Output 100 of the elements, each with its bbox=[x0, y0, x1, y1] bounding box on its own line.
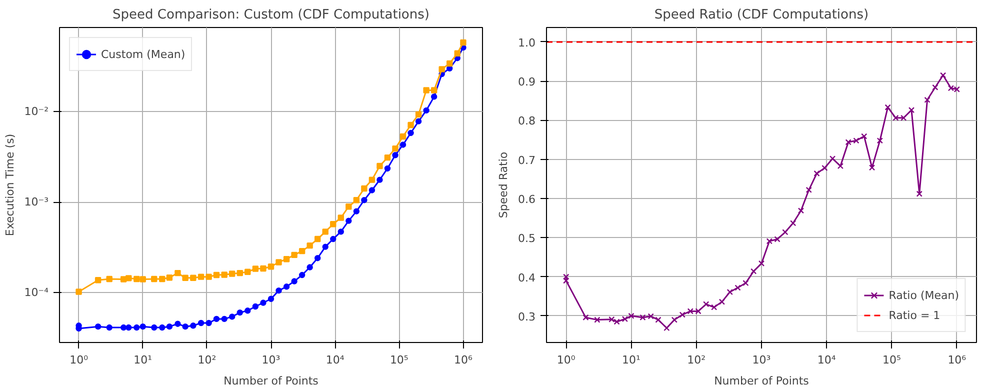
point bbox=[291, 252, 298, 258]
point bbox=[268, 264, 274, 270]
point bbox=[376, 162, 383, 170]
chart-title: Speed Ratio (CDF Computations) bbox=[654, 8, 869, 22]
point bbox=[338, 228, 344, 235]
point bbox=[924, 96, 930, 103]
point bbox=[908, 106, 915, 114]
point bbox=[861, 133, 868, 140]
point bbox=[454, 50, 460, 56]
point bbox=[198, 274, 204, 280]
point bbox=[400, 142, 406, 148]
point bbox=[940, 72, 946, 78]
point bbox=[876, 138, 883, 144]
point bbox=[408, 122, 414, 128]
point bbox=[430, 87, 438, 94]
point bbox=[151, 276, 158, 282]
point bbox=[298, 272, 306, 278]
point bbox=[415, 111, 422, 118]
point bbox=[392, 152, 398, 158]
point bbox=[392, 145, 398, 152]
point bbox=[423, 107, 430, 114]
point bbox=[174, 270, 181, 276]
y-tick-label: 10⁻² bbox=[24, 105, 49, 118]
point bbox=[276, 259, 282, 266]
point bbox=[236, 270, 243, 276]
point bbox=[806, 186, 812, 193]
x-tick-label: 10⁴ bbox=[817, 354, 836, 366]
point bbox=[252, 303, 259, 310]
x-axis-title: Number of Points bbox=[224, 374, 319, 388]
point bbox=[438, 66, 445, 72]
point bbox=[120, 324, 127, 331]
point bbox=[244, 308, 251, 314]
point bbox=[260, 300, 266, 306]
point bbox=[798, 208, 804, 214]
point bbox=[718, 298, 726, 305]
x-tick-label: 10⁵ bbox=[390, 354, 408, 366]
point bbox=[423, 87, 430, 94]
point bbox=[190, 274, 196, 281]
point bbox=[368, 176, 376, 183]
legend-label: Ratio (Mean) bbox=[888, 288, 959, 302]
point bbox=[228, 314, 236, 320]
y-tick-label: 0.9 bbox=[518, 76, 536, 89]
point bbox=[868, 164, 876, 171]
point bbox=[276, 287, 282, 294]
y-tick-label: 0.8 bbox=[518, 114, 536, 128]
point bbox=[338, 214, 344, 221]
x-tick-label: 10¹ bbox=[622, 354, 640, 366]
point bbox=[384, 154, 391, 161]
point bbox=[734, 284, 741, 291]
x-tick-label: 10² bbox=[687, 354, 706, 366]
x-tick-label: 10² bbox=[198, 354, 216, 366]
point bbox=[932, 84, 938, 90]
x-tick-label: 10⁶ bbox=[948, 354, 967, 366]
point bbox=[166, 274, 173, 281]
point bbox=[198, 320, 204, 326]
point bbox=[408, 130, 414, 136]
point bbox=[400, 133, 406, 140]
point bbox=[664, 324, 670, 332]
point bbox=[268, 296, 274, 302]
x-tick-label: 10³ bbox=[262, 354, 280, 366]
y-tick-label: 0.6 bbox=[518, 193, 536, 206]
point bbox=[190, 322, 196, 329]
point bbox=[346, 218, 352, 224]
point bbox=[853, 138, 860, 144]
point bbox=[742, 280, 749, 286]
y-tick-label: 0.4 bbox=[518, 271, 536, 284]
point bbox=[283, 284, 290, 290]
point bbox=[671, 316, 678, 323]
point bbox=[283, 256, 290, 262]
legend-label: Custom (Mean) bbox=[101, 48, 186, 60]
x-axis-title: Number of Points bbox=[714, 374, 810, 388]
point bbox=[750, 268, 757, 274]
point bbox=[353, 208, 360, 214]
point bbox=[291, 278, 298, 284]
point bbox=[306, 264, 313, 270]
x-tick-label: 10⁵ bbox=[882, 354, 901, 366]
point bbox=[322, 244, 328, 250]
point bbox=[228, 270, 236, 277]
point bbox=[330, 221, 336, 228]
point bbox=[330, 236, 336, 242]
point bbox=[221, 316, 228, 322]
point bbox=[298, 248, 306, 254]
point bbox=[376, 176, 383, 183]
point bbox=[829, 156, 836, 162]
point bbox=[221, 272, 228, 278]
point bbox=[655, 316, 662, 323]
point bbox=[159, 324, 166, 331]
point bbox=[711, 304, 718, 310]
point bbox=[213, 272, 220, 278]
y-tick-label: 0.3 bbox=[518, 310, 536, 324]
point bbox=[648, 313, 654, 320]
y-tick-label: 10⁻⁴ bbox=[24, 286, 50, 299]
point bbox=[353, 197, 360, 204]
point bbox=[368, 187, 376, 194]
point bbox=[206, 320, 212, 326]
x-tick-label: 10⁰ bbox=[556, 354, 576, 366]
point bbox=[766, 238, 772, 244]
point bbox=[845, 139, 852, 146]
point bbox=[822, 164, 828, 172]
y-tick-label: 0.7 bbox=[518, 154, 536, 167]
